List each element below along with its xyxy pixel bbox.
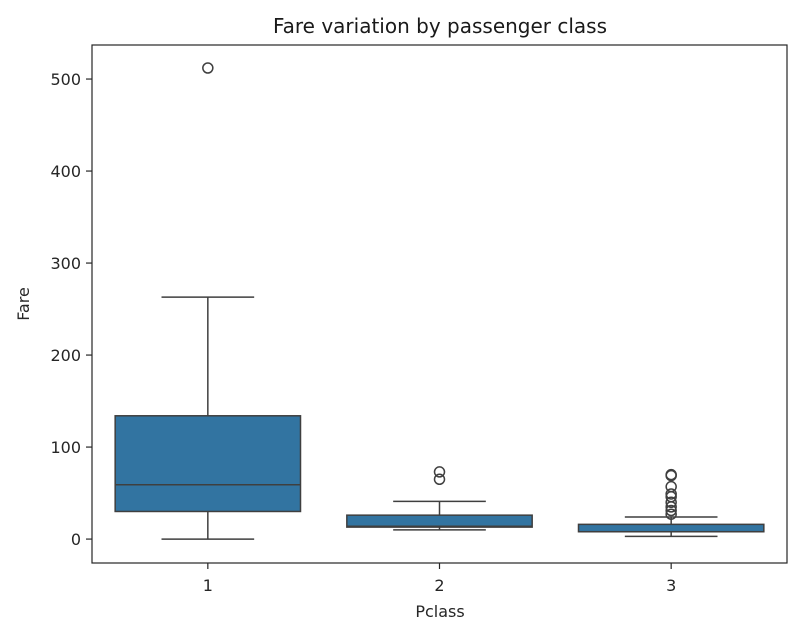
iqr-box bbox=[577, 523, 765, 533]
outlier-marker bbox=[665, 468, 677, 481]
x-tick-label: 2 bbox=[434, 576, 444, 595]
y-axis: 0 100 200 300 400 500 bbox=[50, 70, 92, 549]
plot-area bbox=[114, 62, 765, 540]
y-tick-label: 300 bbox=[50, 254, 81, 273]
x-axis-label: Pclass bbox=[415, 602, 464, 621]
outlier-marker bbox=[433, 466, 446, 478]
y-axis-label: Fare bbox=[14, 287, 33, 321]
outlier-marker bbox=[665, 508, 677, 520]
outlier-marker bbox=[665, 504, 677, 517]
x-tick-label: 3 bbox=[666, 576, 676, 595]
y-tick-label: 200 bbox=[50, 346, 81, 365]
chart-title: Fare variation by passenger class bbox=[273, 14, 607, 38]
outlier-marker bbox=[433, 473, 446, 486]
y-tick-label: 0 bbox=[71, 530, 81, 549]
x-tick-label: 1 bbox=[203, 576, 213, 595]
box-group-class-2 bbox=[346, 466, 533, 531]
y-tick-label: 100 bbox=[50, 438, 81, 457]
outlier-marker bbox=[202, 62, 214, 74]
outlier-marker bbox=[665, 496, 677, 509]
x-axis: 1 2 3 bbox=[203, 563, 676, 595]
y-tick-label: 500 bbox=[50, 70, 81, 89]
y-tick-label: 400 bbox=[50, 162, 81, 181]
box-group-class-3 bbox=[577, 468, 765, 538]
iqr-box bbox=[346, 514, 533, 528]
outlier-marker bbox=[665, 488, 677, 500]
outlier-marker bbox=[665, 480, 677, 493]
iqr-box bbox=[114, 415, 302, 513]
box-group-class-1 bbox=[114, 62, 302, 540]
